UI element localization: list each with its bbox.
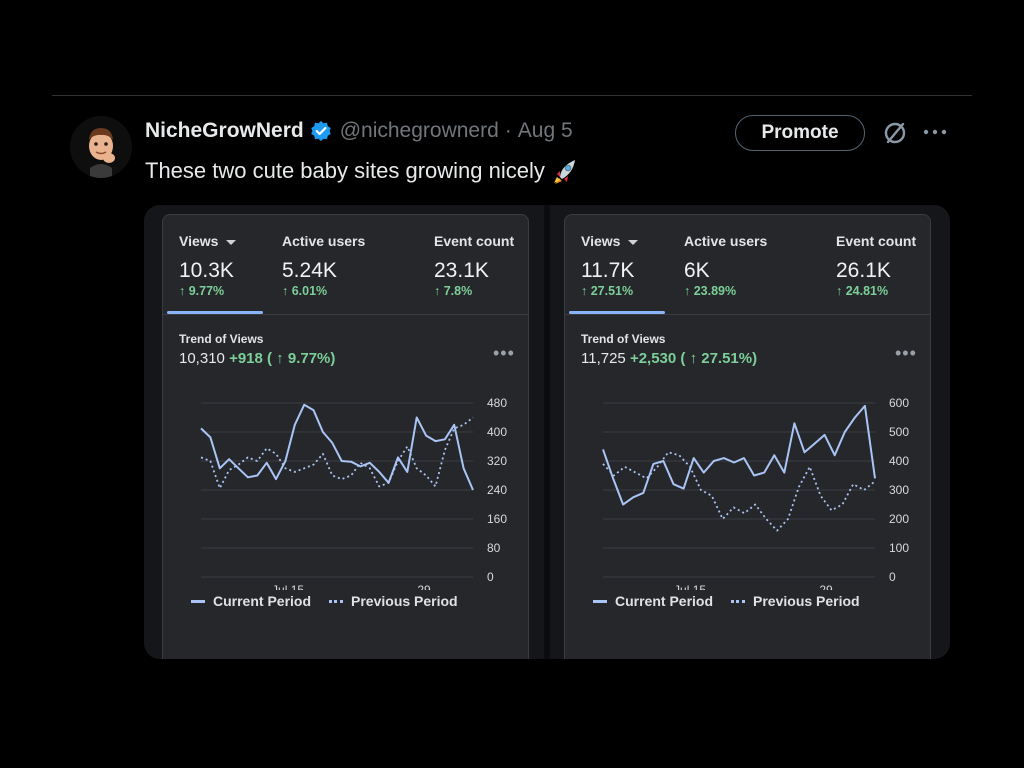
selected-tab-indicator — [167, 311, 263, 314]
trend-chart: 0 100 200 300 400 500 600 Jul 15 29 — [602, 396, 909, 590]
media-gap — [544, 205, 550, 659]
x-tick-label: Jul 15 — [674, 583, 706, 590]
y-tick-label: 600 — [889, 396, 909, 410]
metric-value: 6K — [684, 259, 710, 282]
metric-label: Active users — [684, 233, 768, 249]
y-tick-label: 100 — [889, 541, 909, 555]
metric-change: ↑ 7.8% — [434, 284, 473, 298]
x-tick-label: 29 — [819, 583, 833, 590]
metric-label: Event count — [434, 233, 515, 249]
metric-label: Active users — [282, 233, 366, 249]
legend-previous: Previous Period — [351, 593, 458, 609]
chart-legend: Current Period Previous Period — [191, 593, 458, 609]
dropdown-caret-icon[interactable] — [628, 239, 639, 245]
y-tick-label: 400 — [487, 425, 507, 439]
metric-views[interactable]: Views 10.3K ↑ 9.77% — [179, 215, 269, 313]
metric-value: 10.3K — [179, 259, 234, 282]
dropdown-caret-icon[interactable] — [226, 239, 237, 245]
trend-title: Trend of Views — [581, 332, 666, 346]
legend-dotted-line-icon — [329, 599, 344, 603]
metric-change: ↑ 9.77% — [179, 284, 225, 298]
section-divider — [163, 314, 528, 315]
previous-period-line — [200, 416, 474, 490]
legend-current: Current Period — [213, 593, 312, 609]
legend-solid-line-icon — [191, 599, 205, 603]
metric-event-count[interactable]: Event count 23.1K ↑ 7.8% — [434, 215, 528, 313]
current-period-line — [200, 403, 474, 491]
metric-active-users[interactable]: Active users 5.24K ↑ 6.01% — [282, 215, 402, 313]
verified-badge-icon — [310, 120, 332, 142]
rocket-emoji-icon — [551, 156, 581, 186]
metric-label: Event count — [836, 233, 917, 249]
metric-value: 11.7K — [581, 259, 635, 282]
metric-label-text: Views — [581, 233, 621, 249]
separator-dot: · — [504, 119, 512, 142]
trend-summary: 11,725 +2,530 ( ↑ 27.51%) — [581, 350, 757, 367]
legend-dotted-line-icon — [731, 599, 746, 603]
metric-label: Views — [581, 233, 639, 249]
trend-chart: 0 80 160 240 320 400 480 Jul 15 29 — [200, 396, 507, 590]
y-tick-label: 500 — [889, 425, 909, 439]
chart-more-icon[interactable]: ••• — [493, 343, 515, 363]
metric-change: ↑ 6.01% — [282, 284, 328, 298]
metric-value: 23.1K — [434, 259, 489, 282]
y-tick-label: 0 — [487, 570, 494, 584]
tweet-text: These two cute baby sites growing nicely — [145, 158, 545, 183]
y-tick-label: 320 — [487, 454, 507, 468]
y-tick-label: 480 — [487, 396, 507, 410]
top-divider — [52, 95, 972, 96]
analytics-panel-left: Views 10.3K ↑ 9.77% Active users 5.24K ↑… — [162, 214, 529, 659]
trend-delta: +2,530 ( ↑ 27.51%) — [629, 350, 758, 367]
metric-change: ↑ 23.89% — [684, 284, 737, 298]
trend-title: Trend of Views — [179, 332, 264, 346]
avatar[interactable] — [70, 116, 132, 178]
y-tick-label: 300 — [889, 483, 909, 497]
previous-period-line — [602, 451, 876, 532]
legend-current: Current Period — [615, 593, 714, 609]
y-tick-label: 160 — [487, 512, 507, 526]
trend-total: 10,310 — [179, 350, 225, 367]
y-tick-label: 80 — [487, 541, 501, 555]
y-tick-label: 400 — [889, 454, 909, 468]
chart-more-icon[interactable]: ••• — [895, 343, 917, 363]
metric-active-users[interactable]: Active users 6K ↑ 23.89% — [684, 215, 804, 313]
section-divider — [565, 314, 930, 315]
tweet-header: NicheGrowNerd @nichegrownerd · Aug 5 — [145, 117, 573, 145]
y-tick-label: 0 — [889, 570, 896, 584]
analytics-panel-right: Views 11.7K ↑ 27.51% Active users 6K ↑ 2… — [564, 214, 931, 659]
metric-label: Views — [179, 233, 237, 249]
trend-summary: 10,310 +918 ( ↑ 9.77%) — [179, 350, 335, 367]
tweet-text-row: These two cute baby sites growing nicely — [145, 156, 581, 186]
promote-button[interactable]: Promote — [735, 115, 865, 151]
metric-views[interactable]: Views 11.7K ↑ 27.51% — [581, 215, 671, 313]
legend-solid-line-icon — [593, 599, 607, 603]
metric-label-text: Views — [179, 233, 219, 249]
selected-tab-indicator — [569, 311, 665, 314]
metric-change: ↑ 24.81% — [836, 284, 889, 298]
author-handle[interactable]: @nichegrownerd — [339, 119, 499, 142]
metric-change: ↑ 27.51% — [581, 284, 634, 298]
y-tick-label: 240 — [487, 483, 507, 497]
x-tick-label: Jul 15 — [272, 583, 304, 590]
metric-value: 26.1K — [836, 259, 891, 282]
more-icon[interactable] — [922, 122, 948, 142]
trend-delta: +918 ( ↑ 9.77%) — [229, 350, 336, 367]
author-name[interactable]: NicheGrowNerd — [145, 119, 304, 142]
y-tick-label: 200 — [889, 512, 909, 526]
post-time[interactable]: Aug 5 — [517, 119, 573, 142]
metric-value: 5.24K — [282, 259, 337, 282]
trend-total: 11,725 — [581, 350, 626, 367]
media-attachment[interactable]: Views 10.3K ↑ 9.77% Active users 5.24K ↑… — [144, 205, 950, 659]
x-tick-label: 29 — [417, 583, 431, 590]
chart-legend: Current Period Previous Period — [593, 593, 860, 609]
current-period-line — [602, 404, 876, 506]
legend-previous: Previous Period — [753, 593, 860, 609]
metric-event-count[interactable]: Event count 26.1K ↑ 24.81% — [836, 215, 930, 313]
grok-icon[interactable] — [881, 119, 909, 147]
